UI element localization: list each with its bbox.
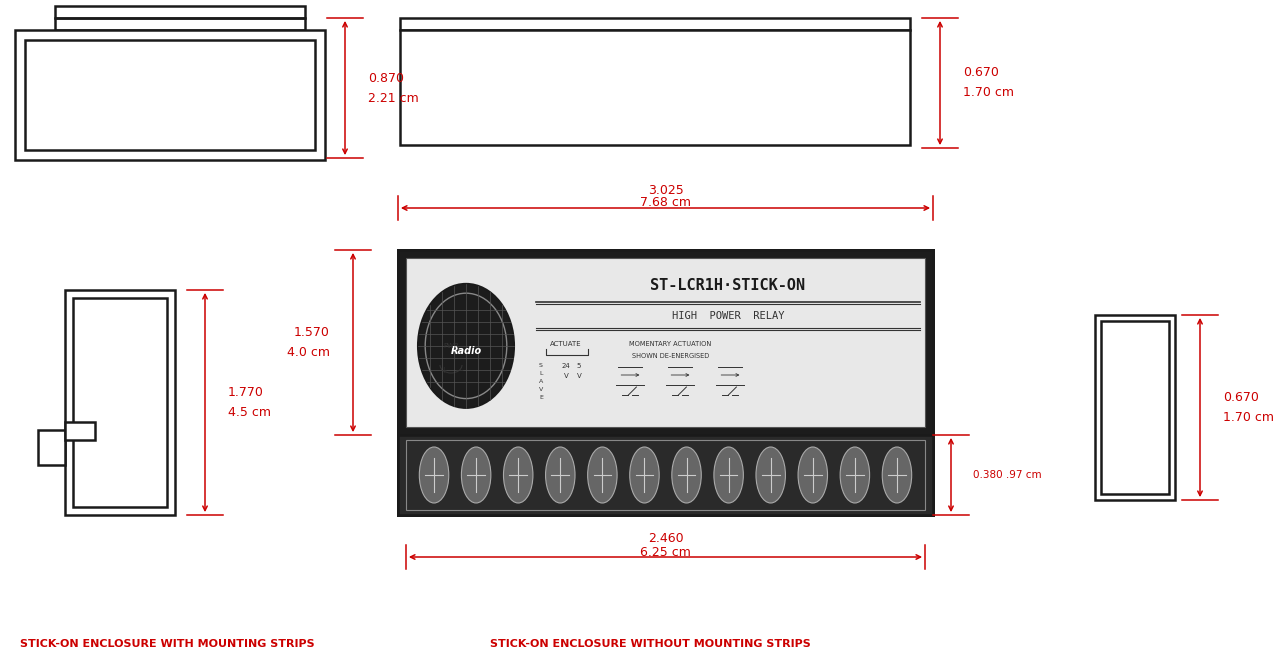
Bar <box>55 18 305 30</box>
Bar <box>399 30 910 145</box>
Text: E: E <box>539 395 543 400</box>
Text: 2.460: 2.460 <box>648 533 684 546</box>
Bar <box>55 6 305 18</box>
Bar <box>398 250 933 435</box>
Text: V: V <box>576 373 581 379</box>
Ellipse shape <box>420 447 449 503</box>
Text: 0.870: 0.870 <box>369 72 404 85</box>
Text: 4.5 cm: 4.5 cm <box>228 406 271 419</box>
Ellipse shape <box>756 447 786 503</box>
Text: PWR: PWR <box>443 343 458 349</box>
Text: 6.25 cm: 6.25 cm <box>640 546 691 558</box>
Text: 24: 24 <box>562 363 571 369</box>
Bar <box>398 250 933 515</box>
Text: —: — <box>456 366 463 375</box>
Text: Radio: Radio <box>451 346 481 356</box>
Text: V: V <box>539 387 543 392</box>
Text: S: S <box>539 363 543 368</box>
Text: V: V <box>563 373 568 379</box>
Text: ST-LCR1H·STICK-ON: ST-LCR1H·STICK-ON <box>650 279 805 293</box>
Text: ACTUATE: ACTUATE <box>550 341 582 347</box>
Ellipse shape <box>672 447 701 503</box>
Bar <box>65 422 95 440</box>
Text: STICK-ON ENCLOSURE WITH MOUNTING STRIPS: STICK-ON ENCLOSURE WITH MOUNTING STRIPS <box>20 639 315 649</box>
Text: STICK-ON ENCLOSURE WITHOUT MOUNTING STRIPS: STICK-ON ENCLOSURE WITHOUT MOUNTING STRI… <box>490 639 810 649</box>
Text: 1.770: 1.770 <box>228 386 264 399</box>
Text: 2.21 cm: 2.21 cm <box>369 91 419 104</box>
Ellipse shape <box>461 447 490 503</box>
Bar <box>15 30 325 160</box>
Text: +: + <box>440 366 447 375</box>
Text: 5: 5 <box>577 363 581 369</box>
Bar <box>26 40 315 150</box>
Bar <box>398 435 933 515</box>
Bar <box>65 290 175 515</box>
Bar <box>73 298 166 507</box>
Text: SHOWN DE-ENERGISED: SHOWN DE-ENERGISED <box>632 353 709 359</box>
Text: 1.70 cm: 1.70 cm <box>1222 411 1274 424</box>
Ellipse shape <box>882 447 911 503</box>
Bar <box>1094 315 1175 500</box>
Ellipse shape <box>630 447 659 503</box>
Ellipse shape <box>714 447 744 503</box>
Ellipse shape <box>503 447 532 503</box>
Text: 1.70 cm: 1.70 cm <box>963 87 1014 100</box>
Text: 0.380 .97 cm: 0.380 .97 cm <box>973 470 1042 480</box>
Text: L: L <box>539 371 543 376</box>
Bar <box>399 18 910 30</box>
Bar <box>406 258 925 427</box>
Text: 3.025: 3.025 <box>648 184 684 197</box>
Bar <box>1101 321 1169 494</box>
Ellipse shape <box>840 447 869 503</box>
Ellipse shape <box>797 447 828 503</box>
Ellipse shape <box>588 447 617 503</box>
Ellipse shape <box>545 447 575 503</box>
Text: MOMENTARY ACTUATION: MOMENTARY ACTUATION <box>630 341 712 347</box>
Text: 1.570: 1.570 <box>294 326 330 339</box>
Ellipse shape <box>419 284 515 408</box>
Text: 0.670: 0.670 <box>963 66 998 79</box>
Text: 4.0 cm: 4.0 cm <box>287 346 330 359</box>
Text: A: A <box>539 379 543 384</box>
Text: 7.68 cm: 7.68 cm <box>640 197 691 209</box>
Bar <box>38 430 65 465</box>
Bar <box>406 440 925 510</box>
Text: 0.670: 0.670 <box>1222 391 1258 404</box>
Text: HIGH  POWER  RELAY: HIGH POWER RELAY <box>672 311 785 321</box>
